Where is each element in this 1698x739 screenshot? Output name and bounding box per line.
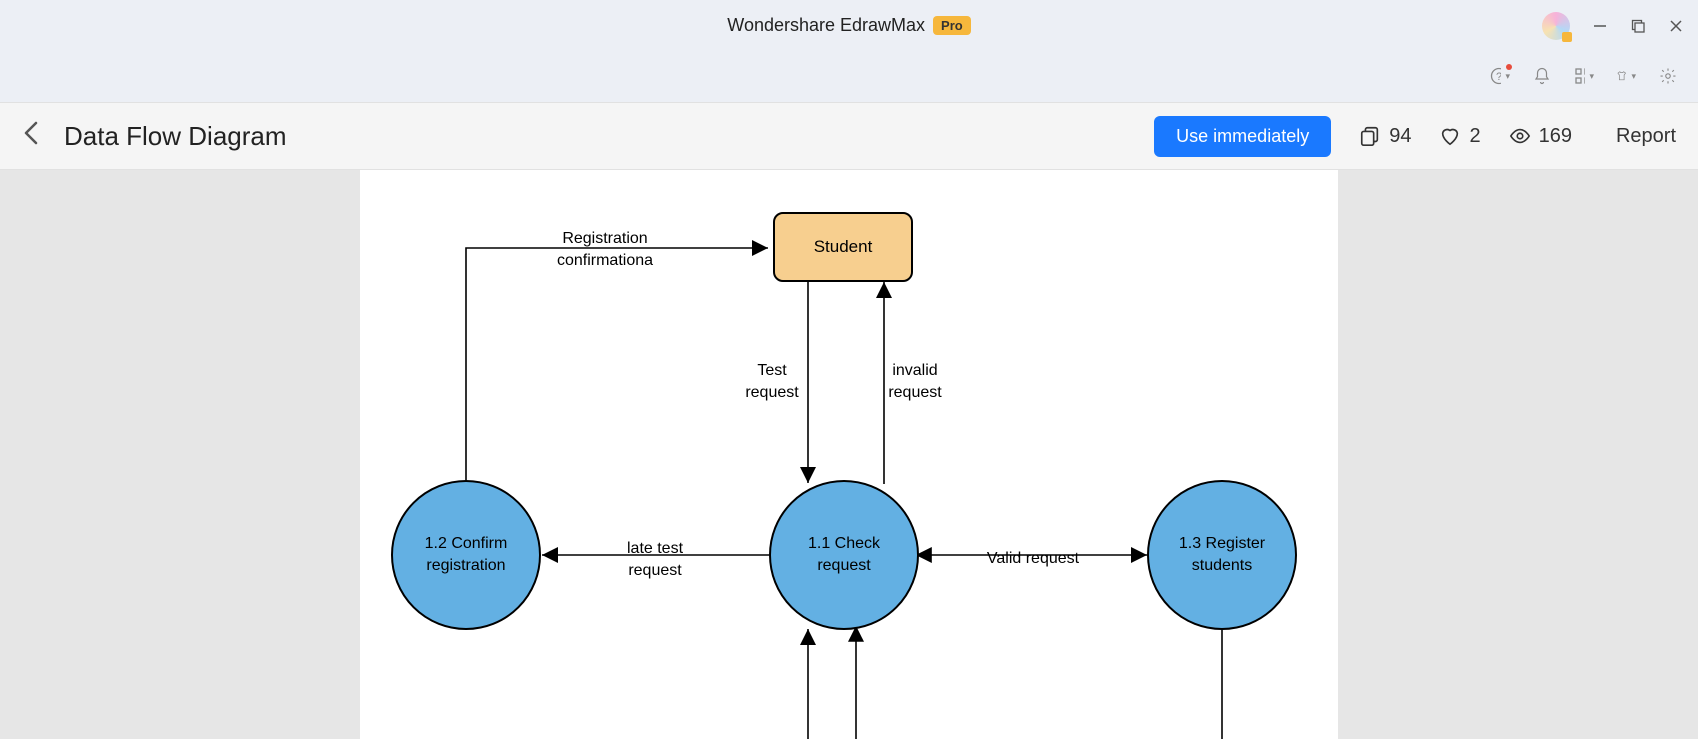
header-bar: Data Flow Diagram Use immediately 94 2 1… [0, 102, 1698, 170]
back-button[interactable] [22, 119, 40, 154]
pro-badge: Pro [933, 16, 971, 35]
process-p13[interactable]: 1.3 Registerstudents [1147, 480, 1297, 630]
close-button[interactable] [1668, 18, 1684, 34]
svg-text:?: ? [1496, 71, 1502, 83]
report-button[interactable]: Report [1608, 125, 1676, 148]
views-stat[interactable]: 169 [1509, 125, 1572, 148]
titlebar: Wondershare EdrawMax Pro [0, 0, 1698, 50]
use-immediately-button[interactable]: Use immediately [1154, 116, 1331, 157]
edge-label-e_invalid: invalid request [855, 360, 975, 403]
minimize-button[interactable] [1592, 18, 1608, 34]
edge-label-e_late: late test request [595, 538, 715, 581]
copies-count: 94 [1389, 125, 1411, 148]
gear-icon[interactable] [1658, 66, 1678, 86]
edge-label-e_valid: Valid request [973, 548, 1093, 570]
secondary-toolbar: ? [0, 50, 1698, 102]
diagram-canvas[interactable]: Student 1.2 Confirmregistration 1.1 Checkr… [360, 170, 1338, 739]
copies-stat[interactable]: 94 [1359, 125, 1411, 148]
help-icon[interactable]: ? [1490, 66, 1510, 86]
bell-icon[interactable] [1532, 66, 1552, 86]
page-title: Data Flow Diagram [64, 121, 287, 152]
canvas-area: Student 1.2 Confirmregistration 1.1 Checkr… [0, 170, 1698, 739]
process-p11[interactable]: 1.1 Checkrequest [769, 480, 919, 630]
likes-stat[interactable]: 2 [1439, 125, 1480, 148]
edge-label-e_reg_conf: Registration confirmationa [545, 228, 665, 271]
likes-count: 2 [1469, 125, 1480, 148]
report-label: Report [1616, 125, 1676, 148]
app-title: Wondershare EdrawMax [727, 15, 925, 36]
shirt-icon[interactable] [1616, 66, 1636, 86]
user-avatar[interactable] [1542, 12, 1570, 40]
edge-label-e_test_req: Test request [712, 360, 832, 403]
grid-icon[interactable] [1574, 66, 1594, 86]
views-count: 169 [1539, 125, 1572, 148]
window-controls [1542, 12, 1684, 40]
process-p12[interactable]: 1.2 Confirmregistration [391, 480, 541, 630]
entity-student[interactable]: Student [773, 212, 913, 282]
maximize-button[interactable] [1630, 18, 1646, 34]
